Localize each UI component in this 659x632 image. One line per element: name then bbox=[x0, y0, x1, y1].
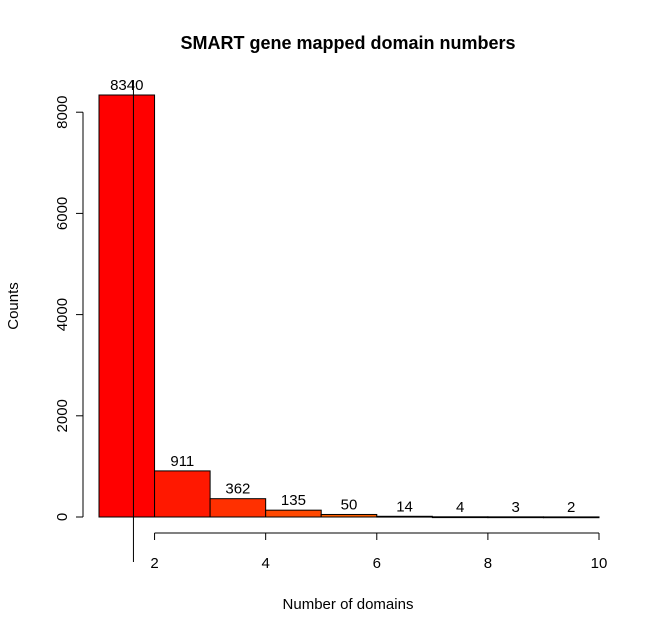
bar-7 bbox=[431, 516, 489, 519]
x-axis-label: Number of domains bbox=[283, 596, 414, 613]
bars-group bbox=[98, 94, 600, 519]
bar-1 bbox=[98, 94, 156, 518]
bar-value-label-9: 2 bbox=[567, 499, 575, 516]
bar-value-label-3: 362 bbox=[225, 481, 250, 498]
bar-value-label-5: 50 bbox=[341, 496, 358, 513]
y-tick-label-4000: 4000 bbox=[54, 298, 71, 331]
bar-2 bbox=[154, 470, 211, 518]
bar-3 bbox=[209, 498, 267, 518]
bar-labels-group: 8340 911 362 135 50 14 4 3 2 bbox=[110, 77, 575, 516]
x-axis: 2 4 6 8 10 bbox=[150, 532, 608, 572]
chart-title: SMART gene mapped domain numbers bbox=[180, 33, 515, 53]
y-tick-label-8000: 8000 bbox=[54, 96, 71, 129]
y-tick-label-0: 0 bbox=[54, 513, 71, 521]
bar-6 bbox=[376, 515, 433, 518]
bar-value-label-4: 135 bbox=[281, 492, 306, 509]
bar-value-label-2: 911 bbox=[170, 453, 194, 470]
bar-value-label-6: 14 bbox=[396, 498, 413, 515]
x-tick-label-6: 6 bbox=[373, 555, 381, 572]
bar-5 bbox=[320, 513, 378, 518]
y-axis-label: Counts bbox=[5, 282, 22, 330]
bar-8 bbox=[487, 516, 544, 519]
x-tick-label-4: 4 bbox=[261, 555, 269, 572]
bar-value-label-8: 3 bbox=[511, 499, 519, 516]
y-axis: 0 2000 4000 6000 8000 bbox=[54, 96, 84, 521]
bar-value-label-7: 4 bbox=[456, 499, 464, 516]
bar-4 bbox=[265, 509, 322, 518]
bar-9 bbox=[542, 516, 600, 519]
y-tick-label-6000: 6000 bbox=[54, 197, 71, 230]
x-tick-label-8: 8 bbox=[484, 555, 492, 572]
x-tick-label-10: 10 bbox=[591, 555, 608, 572]
x-tick-label-2: 2 bbox=[150, 555, 158, 572]
y-tick-label-2000: 2000 bbox=[54, 399, 71, 432]
bar-value-label-1: 8340 bbox=[110, 77, 143, 94]
